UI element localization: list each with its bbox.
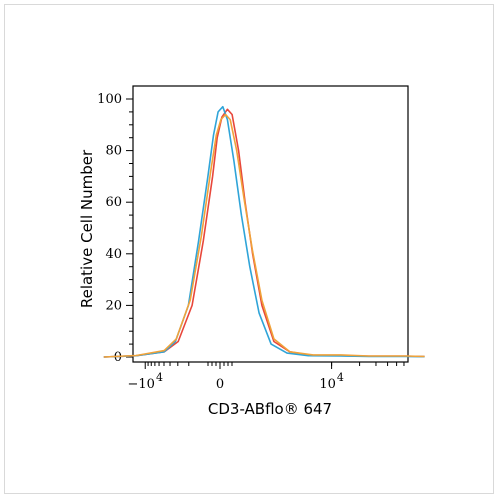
- y-tick-label: 100: [97, 92, 122, 107]
- plot-area: [132, 85, 409, 363]
- series-line-3: [103, 113, 425, 358]
- y-tick-label: 0: [114, 350, 122, 365]
- series-line-2: [103, 105, 425, 358]
- y-tick-label: 40: [105, 247, 122, 262]
- series-group: [103, 105, 425, 358]
- y-tick-label: 20: [105, 298, 122, 313]
- x-tick-label: −104: [128, 371, 163, 392]
- series-line-1: [103, 108, 425, 358]
- x-tick-label: 0: [216, 377, 224, 392]
- y-axis-title: Relative Cell Number: [78, 149, 96, 308]
- x-axis-title: CD3-ABflo® 647: [208, 400, 332, 418]
- y-tick-label: 80: [105, 144, 122, 159]
- x-tick-label: 104: [319, 371, 344, 392]
- y-axis: 0 20 40 60 80 100: [97, 92, 133, 365]
- y-tick-label: 60: [105, 195, 122, 210]
- x-axis: −1040104106: [128, 362, 405, 392]
